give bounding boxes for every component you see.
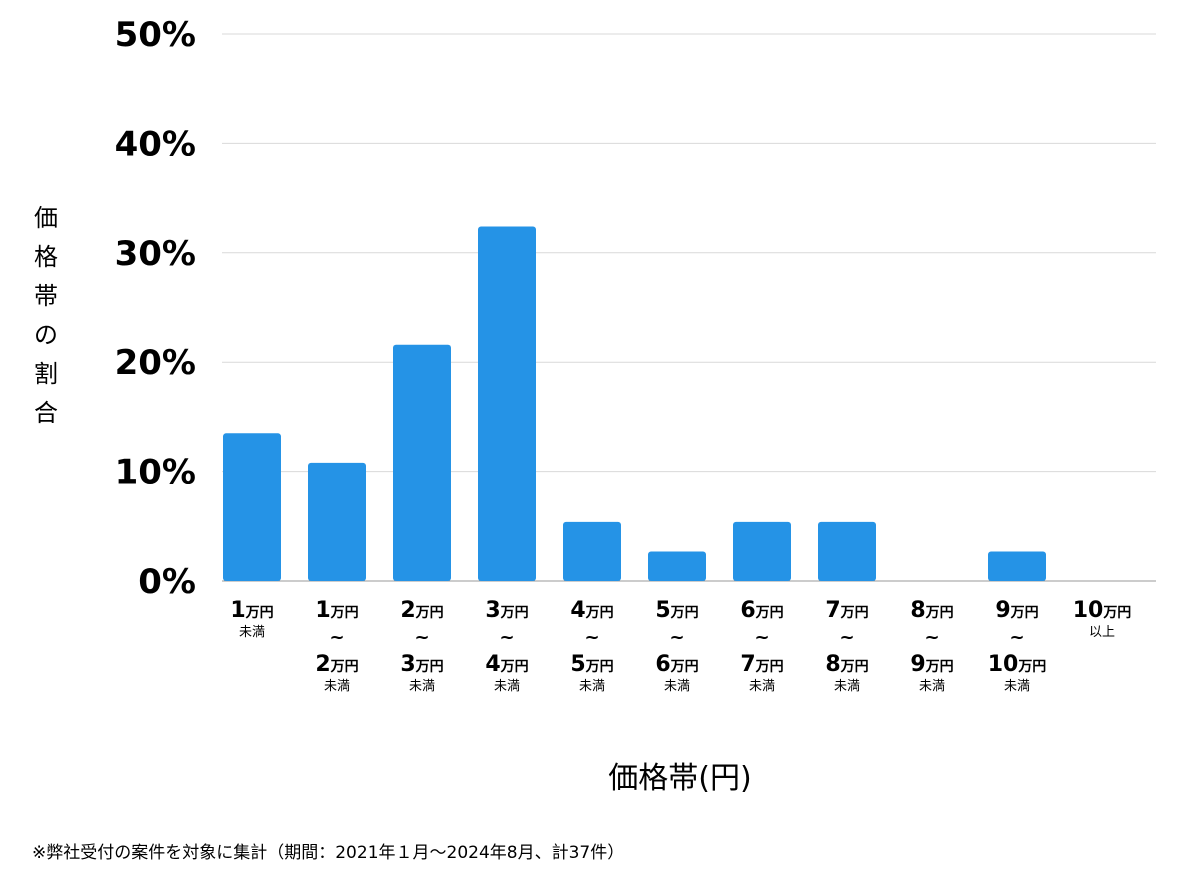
bar bbox=[818, 521, 876, 581]
category-value: 7万円 bbox=[825, 598, 868, 623]
bar bbox=[648, 551, 706, 581]
category-note: 未満 bbox=[1004, 679, 1030, 694]
y-tick-label: 0% bbox=[138, 562, 196, 602]
y-axis-label-char: 合 bbox=[34, 399, 58, 427]
category-value: 3万円 bbox=[485, 598, 528, 623]
category-value: 10万円 bbox=[1073, 598, 1132, 623]
y-tick-label: 20% bbox=[115, 343, 196, 383]
category-value: 7万円 bbox=[740, 652, 783, 677]
category-value: 1万円 bbox=[315, 598, 358, 623]
range-separator: ~ bbox=[924, 627, 939, 648]
category-note: 未満 bbox=[834, 679, 860, 694]
category-note: 以上 bbox=[1089, 625, 1115, 640]
category-value: 6万円 bbox=[655, 652, 698, 677]
category-value: 8万円 bbox=[910, 598, 953, 623]
range-separator: ~ bbox=[669, 627, 684, 648]
category-value: 4万円 bbox=[485, 652, 528, 677]
category-value: 9万円 bbox=[910, 652, 953, 677]
category-value: 3万円 bbox=[400, 652, 443, 677]
category-value: 6万円 bbox=[740, 598, 783, 623]
y-axis-label-char: 格 bbox=[34, 243, 58, 271]
category-value: 5万円 bbox=[570, 652, 613, 677]
y-axis-label-char: の bbox=[34, 321, 58, 349]
category-note: 未満 bbox=[919, 679, 945, 694]
range-separator: ~ bbox=[584, 627, 599, 648]
y-tick-label: 30% bbox=[115, 234, 196, 274]
category-note: 未満 bbox=[749, 679, 775, 694]
bar bbox=[308, 462, 366, 581]
category-note: 未満 bbox=[324, 679, 350, 694]
category-value: 5万円 bbox=[655, 598, 698, 623]
category-value: 1万円 bbox=[230, 598, 273, 623]
footnote: ※弊社受付の案件を対象に集計（期間：2021年１月〜2024年8月、計37件） bbox=[32, 843, 625, 863]
category-note: 未満 bbox=[579, 679, 605, 694]
bar bbox=[393, 344, 451, 581]
category-value: 2万円 bbox=[315, 652, 358, 677]
range-separator: ~ bbox=[839, 627, 854, 648]
range-separator: ~ bbox=[414, 627, 429, 648]
bar bbox=[733, 521, 791, 581]
category-value: 2万円 bbox=[400, 598, 443, 623]
range-separator: ~ bbox=[1009, 627, 1024, 648]
range-separator: ~ bbox=[754, 627, 769, 648]
range-separator: ~ bbox=[329, 627, 344, 648]
category-value: 10万円 bbox=[988, 652, 1047, 677]
category-value: 9万円 bbox=[995, 598, 1038, 623]
y-axis-label-char: 割 bbox=[34, 360, 58, 388]
y-tick-label: 50% bbox=[115, 15, 196, 55]
y-tick-label: 10% bbox=[115, 453, 196, 493]
category-note: 未満 bbox=[494, 679, 520, 694]
bar bbox=[223, 433, 281, 581]
x-axis-label: 価格帯(円) bbox=[608, 761, 751, 796]
category-value: 4万円 bbox=[570, 598, 613, 623]
bar bbox=[988, 551, 1046, 581]
y-tick-label: 40% bbox=[115, 124, 196, 164]
bar-chart: 0%10%20%30%40%50%価格帯の割合1万円未満1万円~2万円未満2万円… bbox=[34, 15, 1156, 796]
bar bbox=[478, 226, 536, 581]
y-axis-label-char: 価 bbox=[34, 204, 58, 232]
category-note: 未満 bbox=[409, 679, 435, 694]
category-note: 未満 bbox=[664, 679, 690, 694]
range-separator: ~ bbox=[499, 627, 514, 648]
category-note: 未満 bbox=[239, 625, 265, 640]
bar bbox=[563, 521, 621, 581]
category-value: 8万円 bbox=[825, 652, 868, 677]
y-axis-label-char: 帯 bbox=[34, 282, 58, 310]
